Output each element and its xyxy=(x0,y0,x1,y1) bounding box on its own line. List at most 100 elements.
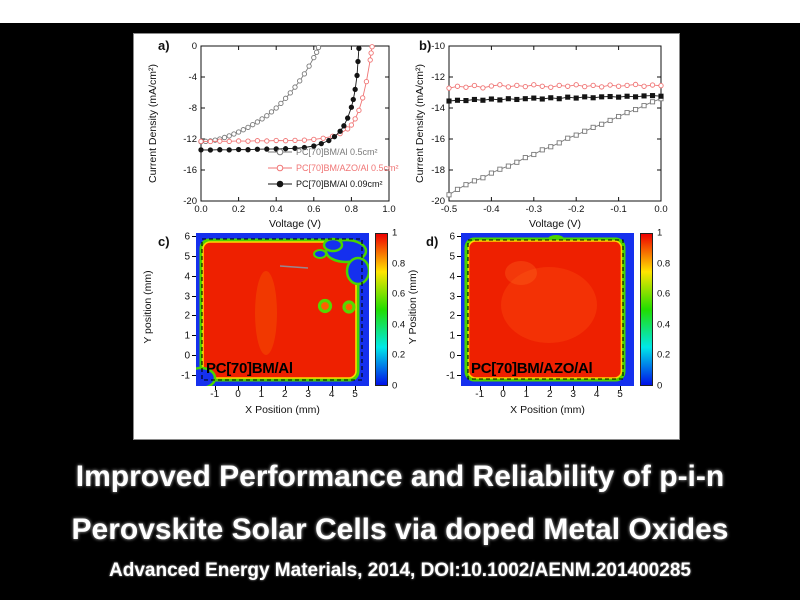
tick-mark xyxy=(457,295,461,297)
title-block: Improved Performance and Reliability of … xyxy=(0,450,800,584)
tick-mark xyxy=(457,315,461,317)
panel-d-colorbar-ticks: 0 0.2 0.4 0.6 0.8 1 xyxy=(657,228,683,392)
legend-label: PC[70]BM/Al 0.5cm² xyxy=(296,147,378,157)
panel-c-colorbar-ticks: 0 0.2 0.4 0.6 0.8 1 xyxy=(392,228,418,392)
svg-text:Current Density (mA/cm²): Current Density (mA/cm²) xyxy=(147,64,159,183)
panel-c-heatmap: PC[70]BM/Al xyxy=(196,233,369,386)
panel-c-ylabel: Y position (mm) xyxy=(142,270,154,344)
tick-label: 2 xyxy=(282,389,288,400)
svg-text:-8: -8 xyxy=(189,103,197,114)
tick-label: 1 xyxy=(523,389,530,400)
tick-mark xyxy=(526,386,528,390)
svg-text:Voltage (V): Voltage (V) xyxy=(529,218,581,230)
tick-label: 6 xyxy=(449,231,455,243)
tick-mark xyxy=(549,386,551,390)
tick-label: -1 xyxy=(446,370,455,382)
panel-a-label: a) xyxy=(158,38,170,53)
plot-a-legend: PC[70]BM/Al 0.5cm² PC[70]BM/AZO/Al 0.5cm… xyxy=(267,144,399,192)
panel-d-yticks: -1 0 1 2 3 4 5 6 xyxy=(437,231,461,386)
tick-label: 0 xyxy=(657,380,663,392)
tick-label: 0 xyxy=(449,350,455,362)
svg-text:-18: -18 xyxy=(431,165,445,176)
svg-text:0.8: 0.8 xyxy=(345,204,358,215)
svg-text:-0.3: -0.3 xyxy=(526,204,542,215)
tick-mark xyxy=(192,255,196,257)
legend-item: PC[70]BM/Al 0.5cm² xyxy=(267,144,399,160)
figure-panel: a) 0.0 0.2 0.4 0.6 0.8 1.0 0 -4 -8 -12 -16 -20 Volta… xyxy=(133,33,680,440)
tick-mark xyxy=(192,335,196,337)
panel-c: c) Y position (mm) PC[70]BM/Al -1 0 1 2 3 4 5 6 xyxy=(134,228,407,441)
panel-c-label: c) xyxy=(158,234,170,249)
tick-mark xyxy=(238,386,240,390)
tick-label: 3 xyxy=(305,389,311,400)
legend-label: PC[70]BM/AZO/Al 0.5cm² xyxy=(296,163,399,173)
panel-d: d) Y Position (mm) PC[70]BM/AZO/Al -1 0 1 2… xyxy=(399,228,683,441)
tick-label: -1 xyxy=(210,389,220,400)
legend-marker-circle-open-gray-icon xyxy=(268,148,292,156)
slide-title-line1: Improved Performance and Reliability of … xyxy=(75,460,725,493)
svg-text:-0.5: -0.5 xyxy=(441,204,457,215)
svg-text:-16: -16 xyxy=(183,165,197,176)
jv-plot-light: 0.0 0.2 0.4 0.6 0.8 1.0 0 -4 -8 -12 -16 -20 Voltage … xyxy=(147,41,396,230)
tick-mark xyxy=(192,375,196,377)
tick-mark xyxy=(354,386,356,390)
panel-c-xlabel: X Position (mm) xyxy=(245,404,320,416)
tick-mark xyxy=(619,386,621,390)
tick-label: 0 xyxy=(235,389,241,400)
tick-label: 0.8 xyxy=(657,258,671,270)
tick-mark xyxy=(192,275,196,277)
tick-mark xyxy=(214,386,216,390)
panel-b: b) -0.5 -0.4 -0.3 -0.2 -0.1 0.0 -10 -12 -14 -16 -1… xyxy=(407,34,681,230)
tick-label: 0.8 xyxy=(392,258,406,270)
tick-mark xyxy=(192,315,196,317)
legend-item: PC[70]BM/AZO/Al 0.5cm² xyxy=(267,160,399,176)
tick-label: 1 xyxy=(258,389,265,400)
panel-c-xticks: -1 0 1 2 3 4 5 xyxy=(196,386,369,402)
panel-c-yticks: -1 0 1 2 3 4 5 6 xyxy=(172,231,196,386)
tick-label: 0 xyxy=(500,389,506,400)
svg-text:-0.1: -0.1 xyxy=(610,204,626,215)
tick-label: 1 xyxy=(392,227,398,239)
svg-text:-16: -16 xyxy=(431,134,445,145)
tick-label: -1 xyxy=(475,389,485,400)
svg-text:-20: -20 xyxy=(183,196,197,207)
jv-plot-reverse-bias: -0.5 -0.4 -0.3 -0.2 -0.1 0.0 -10 -12 -14 -16 -18 -2… xyxy=(414,41,668,230)
tick-label: 2 xyxy=(184,310,190,322)
svg-text:0.6: 0.6 xyxy=(307,204,320,215)
tick-mark xyxy=(261,386,263,390)
tick-label: 3 xyxy=(570,389,576,400)
svg-text:-0.2: -0.2 xyxy=(568,204,584,215)
legend-label: PC[70]BM/Al 0.09cm² xyxy=(296,179,383,189)
tick-label: 0.6 xyxy=(392,288,406,300)
tick-mark xyxy=(331,386,333,390)
tick-label: -1 xyxy=(181,370,190,382)
svg-text:0.4: 0.4 xyxy=(270,204,283,215)
tick-label: 3 xyxy=(184,291,190,303)
tick-label: 0 xyxy=(184,350,190,362)
legend-marker-circle-filled-black-icon xyxy=(268,180,292,188)
tick-label: 4 xyxy=(328,389,335,400)
tick-label: 4 xyxy=(449,271,455,283)
svg-text:-12: -12 xyxy=(183,134,197,145)
svg-text:0.0: 0.0 xyxy=(654,204,667,215)
tick-label: 4 xyxy=(593,389,600,400)
tick-mark xyxy=(308,386,310,390)
svg-text:1.0: 1.0 xyxy=(382,204,395,215)
svg-text:0.2: 0.2 xyxy=(232,204,245,215)
panel-a: a) 0.0 0.2 0.4 0.6 0.8 1.0 0 -4 -8 -12 -16 -20 Volta… xyxy=(134,34,407,230)
svg-text:0: 0 xyxy=(192,41,197,52)
tick-label: 5 xyxy=(449,251,455,263)
tick-mark xyxy=(284,386,286,390)
tick-label: 0.2 xyxy=(657,349,671,361)
legend-marker-circle-open-red-icon xyxy=(268,164,292,172)
panel-d-colorbar xyxy=(640,233,653,386)
svg-text:-14: -14 xyxy=(431,103,445,114)
tick-label: 1 xyxy=(657,227,663,239)
svg-text:-20: -20 xyxy=(431,196,445,207)
tick-mark xyxy=(457,375,461,377)
svg-text:-0.4: -0.4 xyxy=(483,204,499,215)
top-strip xyxy=(0,0,800,23)
panel-d-heatmap: PC[70]BM/AZO/Al xyxy=(461,233,634,386)
tick-mark xyxy=(457,275,461,277)
